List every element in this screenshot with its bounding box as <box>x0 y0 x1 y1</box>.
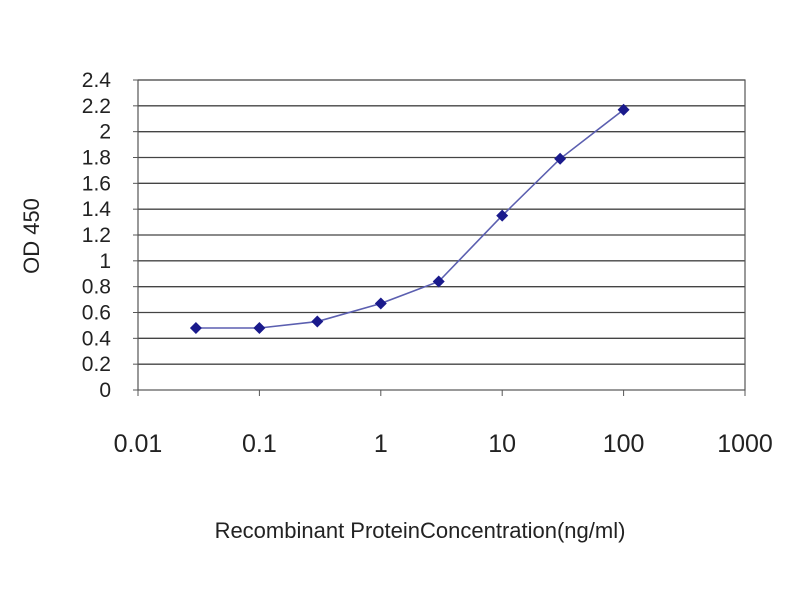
series-line <box>195 109 625 329</box>
x-tick-label: 1 <box>374 430 388 458</box>
y-tick-label: 0.8 <box>82 276 111 299</box>
y-axis-ticks: 0 0.2 0.40.6 0.8 1 1.2 1.4 1.61.8 2 2.2 2.4 <box>82 69 138 402</box>
data-point <box>617 103 630 116</box>
y-tick-label: 2.2 <box>82 95 111 118</box>
data-point <box>374 297 387 310</box>
x-tick-label: 0.1 <box>242 430 277 458</box>
y-tick-label: 2.4 <box>82 69 112 92</box>
y-tick-label: 0.6 <box>82 302 111 325</box>
y-tick-label: 0.4 <box>82 327 112 350</box>
gridlines <box>138 79 745 365</box>
y-tick-label: 0 <box>99 379 111 402</box>
data-point <box>496 209 509 222</box>
x-tick-label: 1000 <box>717 430 773 458</box>
x-tick-label: 0.01 <box>114 430 163 458</box>
data-point <box>189 322 202 334</box>
y-tick-label: 1 <box>99 250 111 273</box>
x-tick-label: 10 <box>488 430 516 458</box>
data-point <box>311 315 324 328</box>
data-point <box>253 322 266 334</box>
data-point <box>432 275 445 288</box>
data-series <box>189 103 630 334</box>
y-tick-label: 1.2 <box>82 224 111 247</box>
x-tick-label: 100 <box>603 430 645 458</box>
y-tick-label: 1.6 <box>82 172 111 195</box>
y-tick-label: 2 <box>99 121 111 144</box>
y-axis-title: OD 450 <box>19 198 44 274</box>
data-point <box>554 152 567 165</box>
y-tick-label: 1.4 <box>82 198 112 221</box>
x-axis-ticks: 0.01 0.1 1 10 100 1000 <box>114 390 773 458</box>
y-tick-label: 1.8 <box>82 147 111 170</box>
x-axis-title: Recombinant ProteinConcentration(ng/ml) <box>215 518 626 543</box>
y-tick-label: 0.2 <box>82 353 111 376</box>
